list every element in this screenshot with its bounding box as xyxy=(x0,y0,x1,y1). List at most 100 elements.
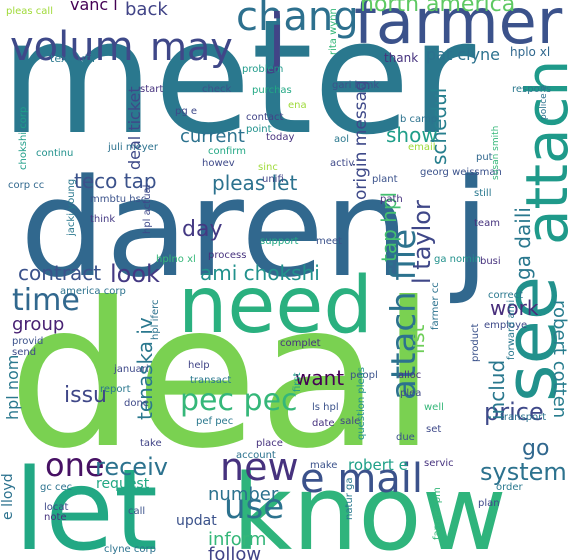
word-tenaska-iv: tenaska iv xyxy=(133,317,157,420)
word-contact: contact xyxy=(246,112,284,123)
word-process: process xyxy=(208,250,246,261)
word-attach: attach xyxy=(513,60,568,245)
word-deal: deal xyxy=(8,260,436,493)
word-look: look xyxy=(110,260,160,288)
word-georg-weissman: georg weissman xyxy=(420,167,502,178)
word-e-mail: e mail xyxy=(300,456,423,502)
word-chokshi-corp: chokshi corp xyxy=(18,107,29,170)
word-forward-ami: forward ami xyxy=(506,300,517,360)
word-done: done xyxy=(124,398,149,409)
word-e-lloyd: e lloyd xyxy=(0,473,16,520)
word-work: work xyxy=(490,296,539,320)
word-police-e: police e xyxy=(539,84,549,120)
word-deal-ticket: deal ticket xyxy=(125,86,144,170)
word-schedul: schedul xyxy=(427,88,451,165)
word-start: start xyxy=(140,84,163,95)
word-j: j xyxy=(266,2,286,76)
word-rita-wynn: rita wynn xyxy=(328,8,339,55)
word-check: check xyxy=(202,84,231,95)
word-inform: inform xyxy=(208,529,266,550)
word-corp-cc: corp cc xyxy=(8,180,44,191)
word-need: need xyxy=(178,261,373,351)
word-plan: plan xyxy=(478,498,500,509)
word-origin-messag: origin messag xyxy=(351,80,371,200)
word-correct: correct xyxy=(488,290,523,301)
word-place: place xyxy=(256,438,283,449)
word-robert-cotten: robert cotten xyxy=(549,300,568,418)
word-group: group xyxy=(12,314,64,335)
word-number: number xyxy=(208,484,279,505)
word-includ: includ xyxy=(485,360,509,420)
word-date: date xyxy=(312,418,335,429)
word-want: want xyxy=(295,366,344,390)
word-email: email xyxy=(408,142,436,153)
word-ls-hpl: ls hpl xyxy=(312,402,339,413)
word-activ: activ xyxy=(330,158,354,169)
word-north-america: north america xyxy=(360,0,515,17)
word-time: time xyxy=(12,283,80,318)
word-alloc: alloc xyxy=(398,370,421,381)
word-purchas: purchas xyxy=(252,85,292,96)
word-pef-pec: pef pec xyxy=(196,416,233,427)
word-sinc: sinc xyxy=(258,162,278,173)
word-transport: transport xyxy=(500,412,546,423)
word-ga-nomin: ga nomin xyxy=(434,254,481,265)
word-locat: locat xyxy=(44,502,69,513)
word-susan-smith: susan smith xyxy=(491,126,501,180)
word-price: price xyxy=(484,398,544,426)
word-gari-hank: gari hank xyxy=(332,80,379,91)
word-respons: respons xyxy=(512,84,551,95)
word-first: first xyxy=(292,372,303,392)
word-path: path xyxy=(380,194,403,205)
word-teco-tap: teco tap xyxy=(74,169,157,193)
word-new: new xyxy=(220,445,299,489)
word-clyne-corp: clyne corp xyxy=(104,544,156,555)
word-sale: sale xyxy=(340,416,360,427)
word-hplno-xl: hplno xl xyxy=(156,254,196,265)
word-peopl: peopl xyxy=(350,370,378,381)
word-januari: januari xyxy=(113,364,149,375)
word-farmer: farmer xyxy=(354,0,563,58)
word-show: show xyxy=(386,123,438,147)
word-chang: chang xyxy=(236,0,359,40)
word-point: point xyxy=(246,124,272,135)
word-send: send xyxy=(12,347,36,358)
word-see: see xyxy=(489,276,568,402)
word-ami-chokshi: ami chokshi xyxy=(200,261,320,285)
word-account: account xyxy=(236,450,276,461)
word-take: take xyxy=(140,438,162,449)
word-well: well xyxy=(424,402,444,413)
word-product: product xyxy=(470,323,481,362)
word-jacki-young: jacki young xyxy=(66,179,77,237)
word-help: help xyxy=(188,360,210,371)
word-plea: plea xyxy=(400,388,421,399)
word-problem: problem xyxy=(242,64,283,75)
word-meter: meter xyxy=(0,0,475,170)
word-list: list xyxy=(405,324,429,354)
word-hpl-iferc: hpl iferc xyxy=(150,300,161,340)
word-unifi: unifi xyxy=(262,174,284,185)
word-order: order xyxy=(496,482,524,493)
word-pec-pec: pec pec xyxy=(180,383,298,418)
word-current: current xyxy=(180,126,245,147)
word-mmbtu-hsc: mmbtu hsc xyxy=(90,194,146,205)
word-attach-file: attach file xyxy=(384,229,424,400)
word-farmer-pm: farmer pm xyxy=(432,487,443,540)
word-b-camp: b camp xyxy=(400,114,437,125)
word-support: support xyxy=(260,236,298,247)
word-put: put xyxy=(476,152,493,163)
word-pleas-let: pleas let xyxy=(212,171,297,195)
word-report: report xyxy=(100,384,131,395)
word-day: day xyxy=(182,217,222,242)
word-set: set xyxy=(426,424,441,435)
word-volum: volum xyxy=(10,24,134,70)
word-meet: meet xyxy=(316,236,342,247)
word-still: still xyxy=(474,188,491,199)
word-contract: contract xyxy=(18,261,101,285)
word-servic: servic xyxy=(424,458,454,469)
word-farmer-cc: farmer cc xyxy=(430,282,441,330)
word-provid: provid xyxy=(12,336,43,347)
word-busi: busi xyxy=(480,256,501,267)
word-follow: follow xyxy=(208,544,261,560)
